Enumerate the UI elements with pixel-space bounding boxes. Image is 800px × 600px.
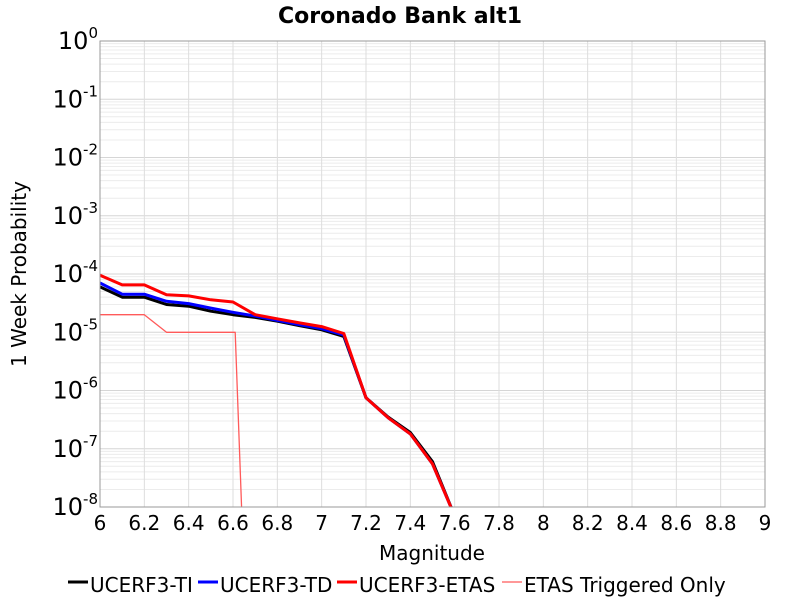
x-tick-label: 7.4: [394, 511, 426, 535]
y-tick-label: 10-6: [52, 374, 98, 405]
x-tick-label: 6.8: [261, 511, 293, 535]
y-tick-label: 10-5: [52, 315, 98, 346]
x-tick-label: 9: [759, 511, 772, 535]
series-layer: [100, 273, 453, 507]
x-tick-label: 8: [537, 511, 550, 535]
y-tick-label: 100: [58, 24, 98, 55]
x-axis-ticks: 6 6.2 6.4 6.6 6.8 7 7.2 7.4 7.6 7.8 8 8.2 8.4 8.6 8.8 9: [94, 511, 772, 535]
y-axis-label: 1 Week Probability: [7, 181, 31, 367]
series-line-3: [100, 314, 243, 507]
x-tick-label: 7: [315, 511, 328, 535]
x-tick-label: 6.2: [128, 511, 160, 535]
x-tick-label: 8.8: [705, 511, 737, 535]
legend-label-3: ETAS Triggered Only: [524, 573, 726, 597]
x-tick-label: 8.6: [660, 511, 692, 535]
y-tick-label: 10-2: [52, 141, 98, 172]
y-axis-ticks: 100 10-1 10-2 10-3 10-4 10-5 10-6 10-7 10-8: [52, 24, 98, 521]
x-axis-label: Magnitude: [379, 541, 485, 565]
x-tick-label: 7.2: [350, 511, 382, 535]
x-tick-label: 7.6: [439, 511, 471, 535]
legend: UCERF3-TI UCERF3-TD UCERF3-ETAS ETAS Trigge…: [68, 573, 726, 597]
x-tick-label: 6: [94, 511, 107, 535]
x-tick-label: 6.4: [173, 511, 205, 535]
y-tick-label: 10-3: [52, 199, 98, 230]
series-line-2: [100, 273, 453, 507]
x-tick-label: 8.2: [572, 511, 604, 535]
legend-label-1: UCERF3-TD: [220, 573, 332, 597]
x-tick-label: 6.6: [217, 511, 249, 535]
legend-label-0: UCERF3-TI: [90, 573, 193, 597]
plot-border: [99, 40, 766, 508]
legend-label-2: UCERF3-ETAS: [359, 573, 495, 597]
grid: [99, 40, 766, 508]
x-tick-label: 8.4: [616, 511, 648, 535]
y-tick-label: 10-4: [52, 257, 98, 288]
y-tick-label: 10-7: [52, 432, 98, 463]
chart-title: Coronado Bank alt1: [278, 4, 522, 29]
y-tick-label: 10-1: [52, 82, 98, 113]
x-tick-label: 7.8: [483, 511, 515, 535]
y-tick-label: 10-8: [52, 490, 98, 521]
